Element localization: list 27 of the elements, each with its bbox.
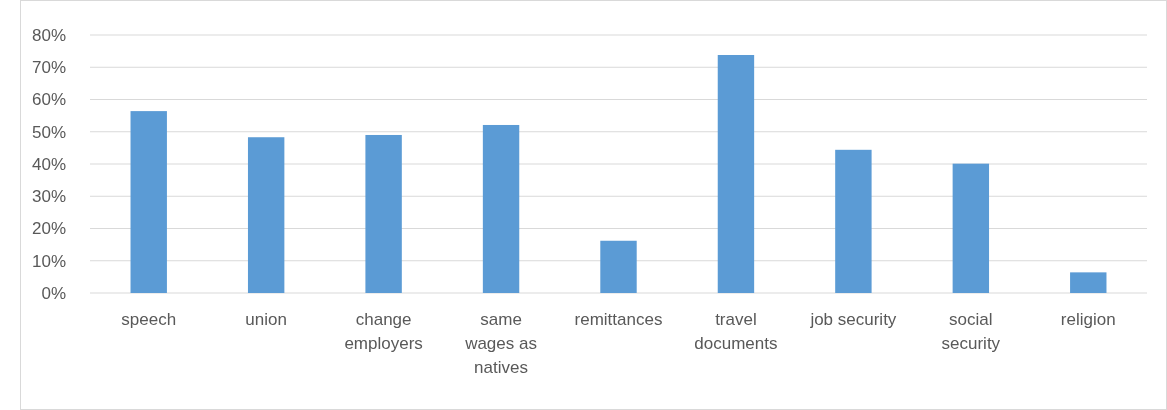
x-tick-label: union (245, 310, 287, 329)
x-tick-label: social security (941, 310, 1001, 353)
x-tick-label: travel documents (694, 310, 778, 353)
y-tick-label: 80% (31, 25, 66, 45)
x-tick-label: change employers (344, 310, 423, 353)
y-tick-label: 60% (31, 90, 66, 110)
y-tick-label: 0% (41, 283, 66, 303)
bar (130, 111, 167, 293)
y-tick-label: 10% (31, 251, 66, 271)
y-tick-label: 50% (31, 122, 66, 142)
bar (952, 163, 990, 293)
x-tick-label: religion (1060, 310, 1116, 329)
x-tick-label: job security (809, 310, 897, 329)
y-tick-label: 20% (31, 219, 66, 239)
y-tick-label: 40% (31, 154, 66, 174)
y-tick-label: 70% (31, 58, 66, 78)
x-tick-label: remittances (574, 310, 663, 329)
bar (247, 137, 285, 293)
bar (365, 134, 402, 293)
y-tick-label: 30% (31, 187, 66, 207)
bar (1070, 272, 1107, 293)
x-tick-label: speech (121, 310, 177, 329)
x-tick-label: same wages as natives (464, 310, 537, 377)
bar (717, 55, 755, 293)
bar (600, 240, 637, 293)
bar (482, 124, 520, 293)
bar (835, 149, 872, 293)
